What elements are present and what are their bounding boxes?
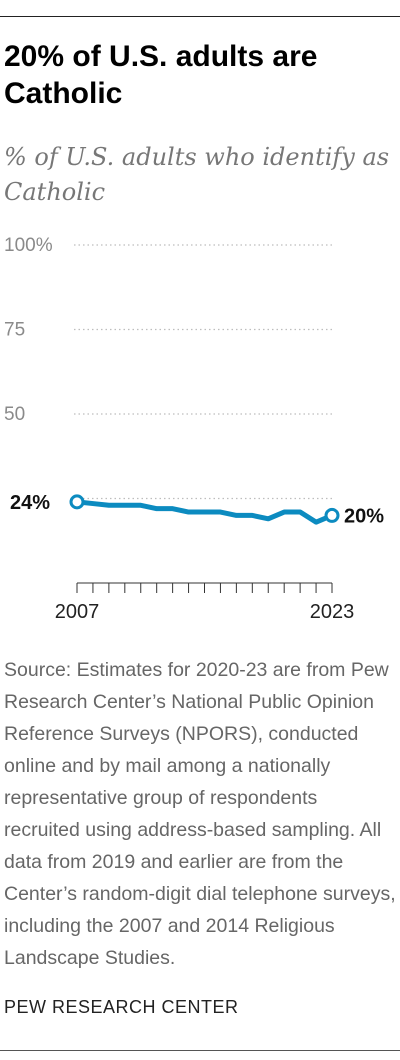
data-label-end: 20% <box>344 505 384 527</box>
chart-title: 20% of U.S. adults are Catholic <box>4 40 318 110</box>
chart-subtitle: % of U.S. adults who identify as Catholi… <box>4 143 390 206</box>
series-line-catholic <box>74 499 335 525</box>
data-label-start: 24% <box>10 492 50 514</box>
bottom-rule <box>0 1050 400 1051</box>
y-tick-label-50: 50 <box>4 404 25 425</box>
source-note: Source: Estimates for 2020-23 are from P… <box>4 659 396 969</box>
point-end <box>324 507 340 523</box>
y-tick-label-75: 75 <box>4 320 25 341</box>
y-tick-label-100: 100% <box>4 235 53 256</box>
line-chart: 50 75 100% 2007 2023 24% 20% <box>4 235 384 623</box>
gridlines <box>74 244 332 500</box>
credit-line: PEW RESEARCH CENTER <box>4 997 239 1017</box>
x-axis: 2007 2023 <box>55 582 355 623</box>
top-rule <box>0 16 400 17</box>
y-axis-labels: 50 75 100% <box>4 235 53 425</box>
series-layer <box>69 494 340 525</box>
point-start <box>69 494 85 510</box>
data-labels: 24% 20% <box>10 492 384 528</box>
x-tick-label-end: 2023 <box>310 601 355 623</box>
x-tick-label-start: 2007 <box>55 601 100 623</box>
